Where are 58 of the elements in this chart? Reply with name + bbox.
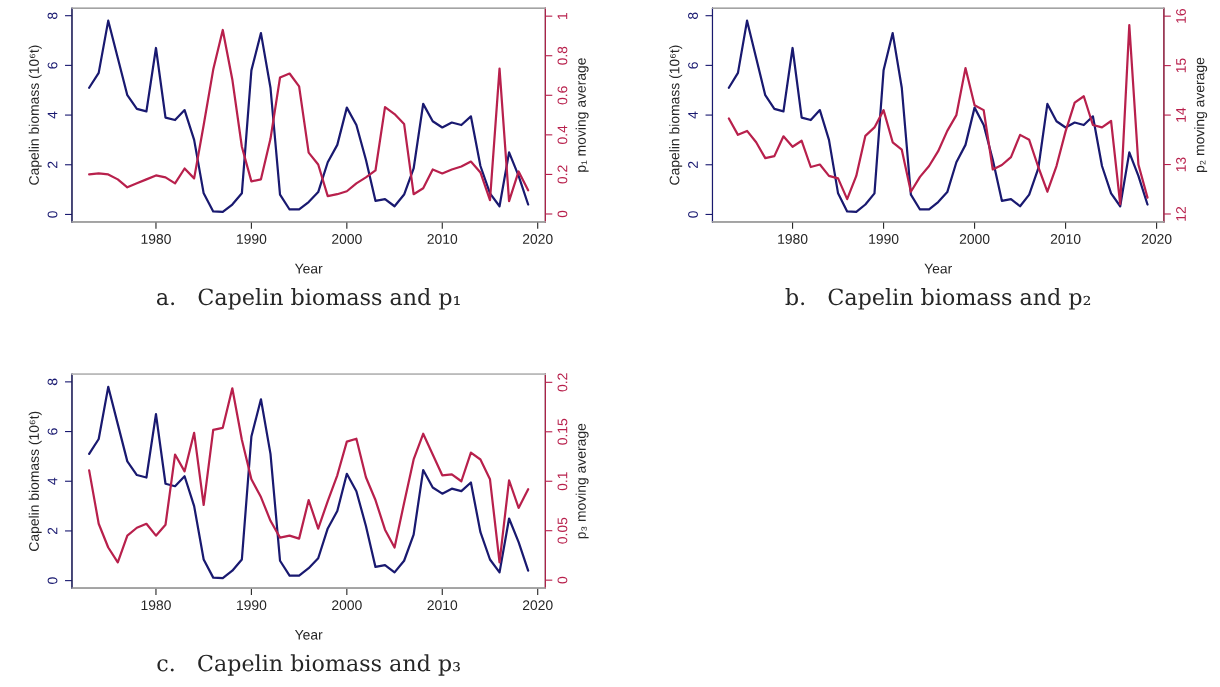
y2-tick-label: 13 [1176, 157, 1186, 172]
x-tick-label: 2000 [959, 234, 990, 244]
x-tick-label: 1980 [141, 234, 171, 244]
y-tick-label: 8 [47, 378, 58, 386]
y-axis-title: Capelin biomass (10⁶t) [28, 45, 42, 185]
y-tick-label: 2 [47, 527, 58, 535]
y2-tick-label: 0.15 [557, 418, 568, 445]
x-axis-title: Year [294, 263, 323, 274]
y-tick-label: 4 [47, 477, 58, 485]
y2-tick-label: 14 [1176, 107, 1186, 122]
y2-tick-label: 1 [557, 12, 568, 19]
y-tick-label: 8 [688, 12, 698, 19]
y-tick-label: 0 [47, 577, 58, 584]
y-tick-label: 8 [47, 12, 58, 19]
y2-axis-title: p₂ moving average [1194, 57, 1208, 173]
y2-axis-title: p₃ moving average [575, 423, 589, 539]
text: b. Capelin biomass and p₂ [785, 288, 1091, 310]
y-tick-label: 6 [47, 62, 58, 69]
x-tick-label: 2010 [427, 600, 458, 611]
x-tick-label: 1990 [237, 234, 267, 244]
y-tick-label: 4 [688, 111, 698, 119]
y-tick-label: 2 [688, 161, 698, 168]
x-tick-label: 1980 [141, 600, 171, 611]
y2-tick-label: 12 [1176, 206, 1186, 221]
x-tick-label: 2020 [522, 600, 553, 611]
x-axis-title: Year [294, 630, 323, 640]
y-tick-label: 0 [47, 211, 58, 218]
y-tick-label: 6 [47, 428, 58, 435]
y-tick-label: 0 [688, 211, 698, 218]
x-tick-label: 1990 [869, 234, 899, 244]
y-tick-label: 6 [688, 62, 698, 69]
x-tick-label: 1980 [778, 234, 808, 244]
y2-tick-label: 0.2 [557, 373, 568, 392]
x-tick-label: 2000 [332, 600, 362, 611]
y2-tick-label: 0.8 [557, 46, 568, 65]
y2-tick-label: 0 [557, 576, 568, 584]
text: a. Capelin biomass and p₁ [156, 288, 460, 310]
y-axis-title: Capelin biomass (10⁶t) [669, 45, 683, 185]
y2-axis-title: p₁ moving average [575, 58, 589, 172]
y2-tick-label: 16 [1176, 9, 1186, 23]
x-tick-label: 1990 [237, 600, 267, 611]
y2-tick-label: 0.1 [557, 472, 568, 491]
text: c. Capelin biomass and p₃ [157, 654, 460, 676]
y-axis-title: Capelin biomass (10⁶t) [28, 411, 42, 551]
x-axis-title: Year [924, 263, 952, 274]
y2-tick-label: 0.6 [557, 86, 568, 105]
y2-tick-label: 15 [1176, 58, 1186, 73]
x-tick-label: 2010 [427, 234, 458, 244]
x-tick-label: 2000 [332, 234, 362, 244]
x-tick-label: 2020 [1141, 234, 1172, 244]
y2-tick-label: 0.2 [557, 165, 568, 184]
y2-tick-label: 0 [557, 210, 568, 218]
x-tick-label: 2010 [1050, 234, 1081, 244]
x-tick-label: 2020 [522, 234, 553, 244]
y-tick-label: 4 [47, 111, 58, 119]
y-tick-label: 2 [47, 161, 58, 168]
y2-tick-label: 0.4 [557, 125, 568, 144]
y2-tick-label: 0.05 [557, 517, 568, 544]
